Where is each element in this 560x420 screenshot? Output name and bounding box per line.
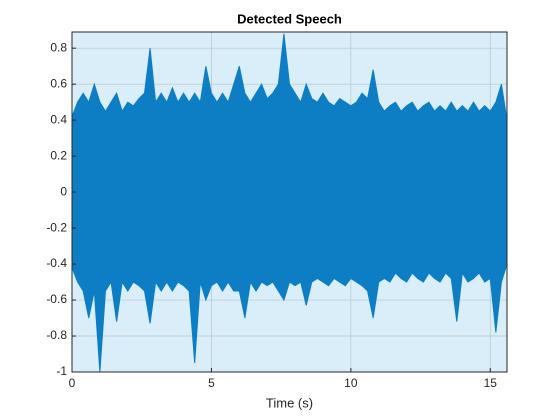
- waveform-envelope: [71, 191, 508, 373]
- x-tick-label: 0: [69, 376, 76, 390]
- y-tick-label: 0.8: [50, 40, 67, 54]
- y-tick-label: 0: [60, 184, 67, 198]
- x-axis-label: Time (s): [266, 395, 313, 410]
- y-tick-label: 0.2: [50, 148, 67, 162]
- y-tick-label: -0.8: [46, 328, 67, 342]
- y-tick-label: -0.4: [46, 256, 67, 270]
- waveform-envelope: [71, 33, 508, 193]
- x-tick-label: 10: [344, 376, 358, 390]
- y-tick-label: -1: [56, 364, 67, 378]
- y-tick-label: -0.6: [46, 292, 67, 306]
- y-tick-label: -0.2: [46, 220, 67, 234]
- y-tick-label: 0.6: [50, 76, 67, 90]
- axes-frame: [71, 31, 508, 373]
- x-tick-label: 15: [484, 376, 498, 390]
- chart-title: Detected Speech: [237, 11, 342, 26]
- y-tick-label: 0.4: [50, 112, 67, 126]
- x-tick-label: 5: [208, 376, 215, 390]
